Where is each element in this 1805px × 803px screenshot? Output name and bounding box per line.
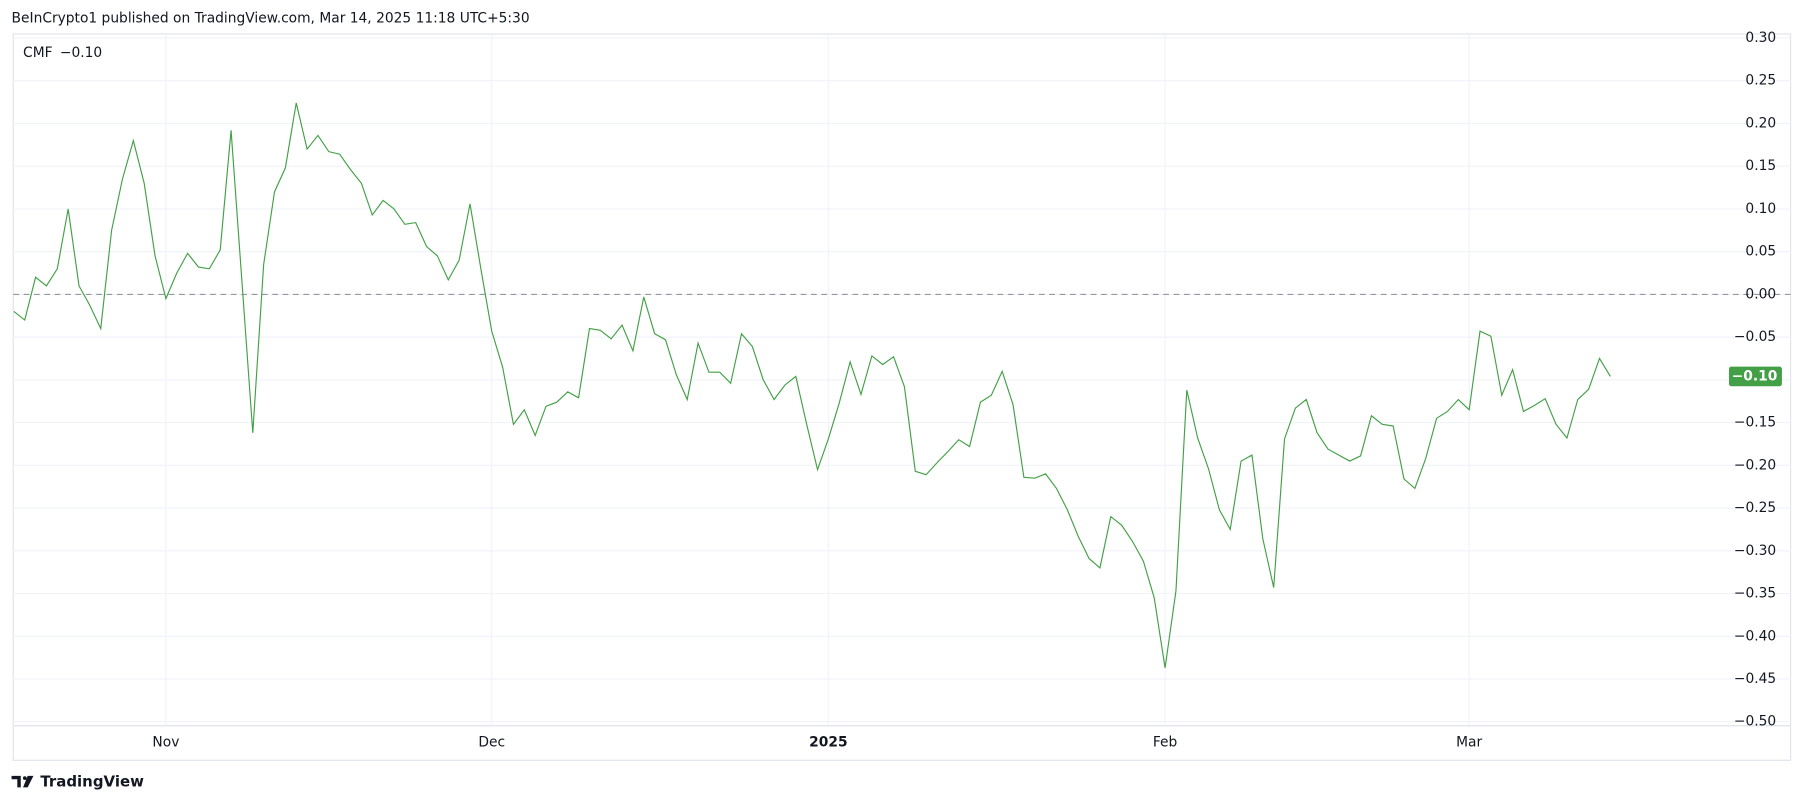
y-tick-label: −0.45 [1734,671,1776,687]
tradingview-logo [11,775,34,788]
y-tick-label: −0.40 [1734,628,1776,644]
price-tag: −0.10 [1728,366,1782,387]
x-tick-label: 2025 [809,734,847,750]
price-tag-box [1728,366,1782,387]
y-tick-label: 0.00 [1745,286,1776,302]
x-tick-label: Mar [1456,734,1482,750]
y-tick-label: 0.20 [1745,115,1776,131]
logo-mark [23,775,34,788]
y-tick-label: −0.50 [1734,714,1776,730]
y-tick-label: 0.15 [1745,158,1776,174]
x-tick-label: Nov [152,734,179,750]
footer-brand: TradingView [40,773,144,791]
y-tick-label: 0.25 [1745,73,1776,89]
plot [13,34,1791,726]
y-tick-label: 0.30 [1745,30,1776,46]
y-tick-label: −0.05 [1734,329,1776,345]
y-tick-label: 0.05 [1745,244,1776,260]
cmf-line [13,102,1611,668]
legend-value: −0.10 [60,45,102,61]
header: BeInCrypto1 published on TradingView.com… [12,10,530,26]
y-tick-label: −0.25 [1734,500,1776,516]
y-tick-label: −0.15 [1734,415,1776,431]
legend-name: CMF [23,45,53,61]
y-tick-label: 0.10 [1745,201,1776,217]
pane-border [12,33,1792,761]
x-tick-label: Dec [478,734,505,750]
logo-mark [11,775,21,788]
price-tag-label: −0.10 [1732,368,1778,384]
y-tick-label: −0.20 [1734,457,1776,473]
y-tick-label: −0.35 [1734,586,1776,602]
y-tick-label: −0.30 [1734,543,1776,559]
logo-mark [22,776,27,780]
x-tick-label: Feb [1153,734,1177,750]
